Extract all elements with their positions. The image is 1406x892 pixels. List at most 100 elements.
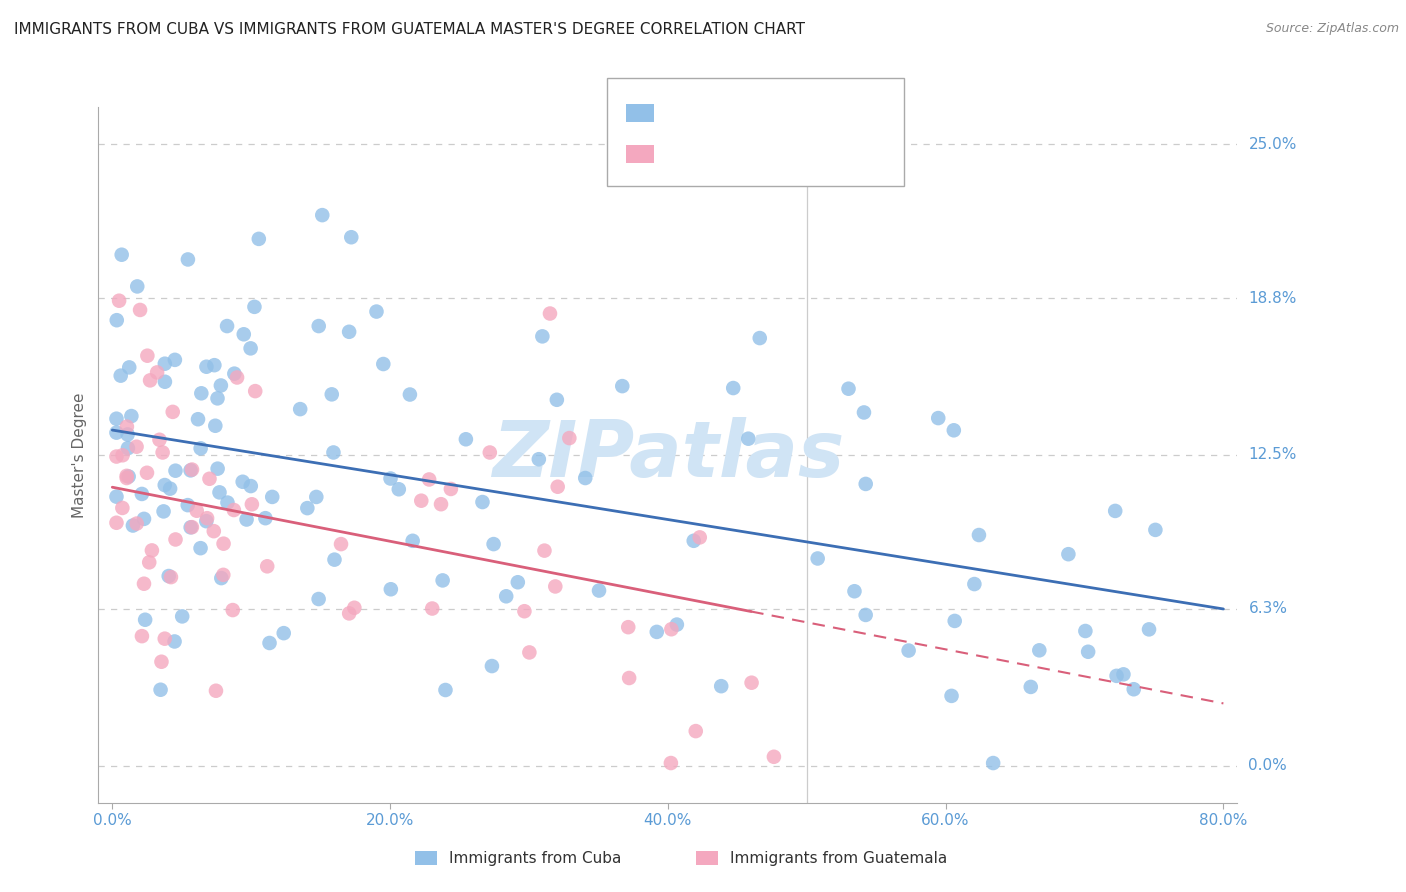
Point — [844, 584, 866, 599]
Point — [180, 520, 202, 534]
Point — [290, 402, 312, 417]
Point — [243, 300, 266, 314]
Point — [661, 622, 683, 636]
Point — [665, 617, 688, 632]
Point — [180, 463, 202, 477]
Point — [440, 482, 463, 496]
Point — [262, 490, 284, 504]
Point — [256, 559, 278, 574]
Point — [202, 524, 225, 538]
Text: 0.0%: 0.0% — [1249, 758, 1286, 773]
Point — [685, 724, 707, 739]
Point — [152, 504, 174, 518]
Point — [399, 387, 422, 401]
Point — [519, 645, 541, 659]
Point — [454, 432, 477, 446]
Point — [558, 431, 581, 445]
Point — [146, 366, 169, 380]
Point — [159, 482, 181, 496]
Point — [411, 493, 433, 508]
Point — [807, 551, 830, 566]
Point — [134, 613, 156, 627]
Point — [209, 571, 232, 585]
Point — [180, 520, 202, 534]
Point — [897, 643, 920, 657]
Point — [212, 536, 235, 550]
Point — [1104, 504, 1126, 518]
Point — [741, 675, 763, 690]
Point — [1122, 682, 1144, 697]
Point — [152, 445, 174, 459]
Text: IMMIGRANTS FROM CUBA VS IMMIGRANTS FROM GUATEMALA MASTER'S DEGREE CORRELATION CH: IMMIGRANTS FROM CUBA VS IMMIGRANTS FROM … — [14, 22, 806, 37]
Point — [308, 319, 330, 334]
Point — [482, 537, 505, 551]
Point — [149, 682, 172, 697]
Point — [105, 490, 128, 504]
Point — [232, 475, 254, 489]
Point — [967, 528, 990, 542]
Point — [105, 516, 128, 530]
Point — [259, 636, 281, 650]
Point — [132, 512, 155, 526]
Point — [401, 533, 423, 548]
Point — [471, 495, 494, 509]
Point — [762, 749, 785, 764]
Point — [617, 671, 640, 685]
Point — [682, 533, 704, 548]
Point — [195, 359, 218, 374]
Point — [239, 479, 262, 493]
Point — [111, 248, 134, 262]
Point — [190, 442, 212, 456]
Point — [943, 614, 966, 628]
Point — [723, 381, 745, 395]
Point — [380, 582, 402, 597]
Point — [855, 607, 877, 622]
Point — [153, 375, 176, 389]
Point — [1077, 645, 1099, 659]
Point — [1057, 547, 1080, 561]
Point — [297, 501, 319, 516]
Point — [340, 230, 363, 244]
Point — [323, 552, 346, 566]
Text: Immigrants from Guatemala: Immigrants from Guatemala — [730, 851, 948, 865]
Point — [478, 445, 501, 459]
Point — [305, 490, 328, 504]
Point — [311, 208, 333, 222]
Point — [105, 450, 128, 464]
Point — [337, 325, 360, 339]
Point — [105, 313, 128, 327]
Point — [205, 683, 228, 698]
Point — [136, 349, 159, 363]
Point — [217, 495, 239, 509]
Point — [1144, 523, 1167, 537]
Point — [202, 358, 225, 372]
Point — [190, 386, 212, 401]
Point — [617, 620, 640, 634]
Point — [162, 405, 184, 419]
Point — [209, 378, 232, 392]
Point — [177, 498, 200, 512]
Point — [165, 464, 187, 478]
Point — [330, 537, 353, 551]
Point — [181, 462, 204, 476]
Point — [240, 497, 263, 511]
Point — [222, 503, 245, 517]
Point — [588, 583, 610, 598]
Text: 18.8%: 18.8% — [1249, 291, 1296, 306]
Point — [432, 574, 454, 588]
Point — [418, 473, 440, 487]
Point — [942, 423, 965, 437]
Point — [207, 392, 229, 406]
Point — [420, 601, 443, 615]
Point — [139, 373, 162, 387]
Point — [153, 632, 176, 646]
Point — [187, 412, 209, 426]
Point — [321, 387, 343, 401]
Point — [308, 592, 330, 607]
Point — [204, 418, 226, 433]
Point — [322, 445, 344, 459]
Point — [645, 624, 668, 639]
Point — [217, 319, 239, 334]
Point — [343, 600, 366, 615]
Point — [737, 432, 759, 446]
